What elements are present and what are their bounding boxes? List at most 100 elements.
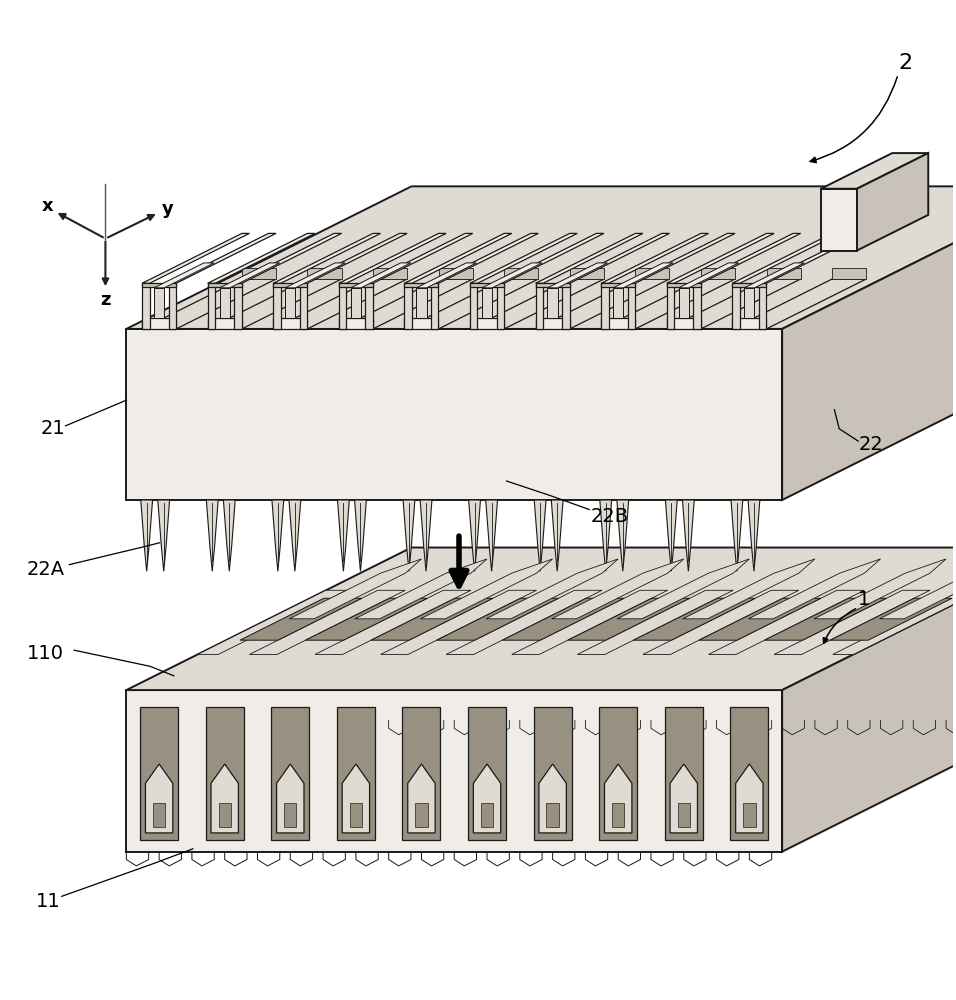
Polygon shape — [693, 283, 701, 329]
Polygon shape — [285, 288, 295, 318]
Polygon shape — [416, 288, 426, 318]
Polygon shape — [599, 707, 638, 840]
Polygon shape — [701, 268, 735, 279]
Polygon shape — [154, 288, 164, 318]
Polygon shape — [732, 283, 767, 287]
Polygon shape — [126, 690, 782, 852]
Polygon shape — [577, 590, 733, 654]
Polygon shape — [814, 559, 946, 619]
Polygon shape — [242, 268, 276, 279]
Polygon shape — [142, 318, 176, 329]
Polygon shape — [207, 279, 341, 329]
Polygon shape — [604, 764, 632, 833]
Polygon shape — [142, 279, 276, 329]
Polygon shape — [732, 279, 866, 329]
Polygon shape — [468, 500, 481, 571]
Polygon shape — [693, 233, 800, 283]
FancyArrowPatch shape — [811, 77, 898, 163]
Polygon shape — [224, 500, 235, 571]
Polygon shape — [736, 764, 763, 833]
Polygon shape — [548, 288, 557, 318]
Polygon shape — [470, 279, 604, 329]
Text: 22B: 22B — [590, 507, 628, 526]
Polygon shape — [273, 279, 407, 329]
Text: 22: 22 — [858, 435, 883, 454]
Polygon shape — [699, 598, 821, 640]
Polygon shape — [547, 803, 558, 827]
Polygon shape — [351, 263, 411, 288]
Polygon shape — [504, 268, 538, 279]
Polygon shape — [404, 233, 511, 283]
Polygon shape — [300, 283, 307, 329]
Polygon shape — [371, 598, 493, 640]
Polygon shape — [666, 318, 701, 329]
Polygon shape — [272, 707, 310, 840]
Polygon shape — [857, 153, 928, 251]
Polygon shape — [759, 233, 866, 283]
Polygon shape — [481, 803, 493, 827]
Polygon shape — [821, 153, 928, 189]
Polygon shape — [351, 288, 361, 318]
Polygon shape — [421, 559, 553, 619]
Polygon shape — [420, 500, 432, 571]
Polygon shape — [548, 263, 608, 288]
Polygon shape — [219, 803, 230, 827]
Text: 22A: 22A — [27, 560, 65, 579]
Polygon shape — [562, 233, 669, 283]
Polygon shape — [338, 283, 373, 287]
Polygon shape — [141, 500, 153, 571]
Polygon shape — [774, 590, 930, 654]
Polygon shape — [355, 500, 366, 571]
Polygon shape — [402, 707, 441, 840]
Polygon shape — [415, 803, 427, 827]
Polygon shape — [666, 279, 800, 329]
Polygon shape — [613, 263, 673, 288]
Polygon shape — [404, 283, 412, 329]
Polygon shape — [126, 186, 956, 329]
FancyArrowPatch shape — [823, 609, 856, 643]
Polygon shape — [168, 283, 176, 329]
Polygon shape — [731, 500, 743, 571]
Polygon shape — [206, 500, 218, 571]
Polygon shape — [337, 500, 349, 571]
Polygon shape — [666, 233, 774, 283]
Polygon shape — [665, 500, 677, 571]
Polygon shape — [782, 548, 956, 852]
Polygon shape — [511, 590, 667, 654]
Polygon shape — [365, 233, 472, 283]
Polygon shape — [207, 283, 242, 287]
Polygon shape — [431, 283, 439, 329]
Polygon shape — [446, 590, 602, 654]
Text: 11: 11 — [36, 892, 61, 911]
Polygon shape — [350, 803, 362, 827]
Polygon shape — [496, 233, 604, 283]
Polygon shape — [470, 283, 477, 329]
Polygon shape — [482, 263, 542, 288]
Polygon shape — [273, 318, 307, 329]
Text: 110: 110 — [27, 644, 63, 663]
Polygon shape — [749, 559, 880, 619]
Polygon shape — [496, 283, 504, 329]
Polygon shape — [145, 764, 173, 833]
Polygon shape — [562, 283, 570, 329]
Polygon shape — [142, 233, 250, 283]
Polygon shape — [338, 283, 346, 329]
Polygon shape — [535, 233, 642, 283]
Polygon shape — [636, 268, 669, 279]
Polygon shape — [273, 283, 281, 329]
Polygon shape — [743, 803, 755, 827]
Polygon shape — [568, 598, 689, 640]
Polygon shape — [198, 590, 347, 654]
Polygon shape — [289, 500, 301, 571]
Polygon shape — [272, 500, 284, 571]
Polygon shape — [431, 233, 538, 283]
Polygon shape — [601, 318, 635, 329]
Polygon shape — [683, 559, 815, 619]
Polygon shape — [601, 283, 609, 329]
Polygon shape — [539, 764, 566, 833]
Polygon shape — [220, 288, 229, 318]
Polygon shape — [342, 764, 370, 833]
Text: 21: 21 — [41, 419, 66, 438]
Polygon shape — [141, 707, 178, 840]
Polygon shape — [782, 186, 956, 500]
